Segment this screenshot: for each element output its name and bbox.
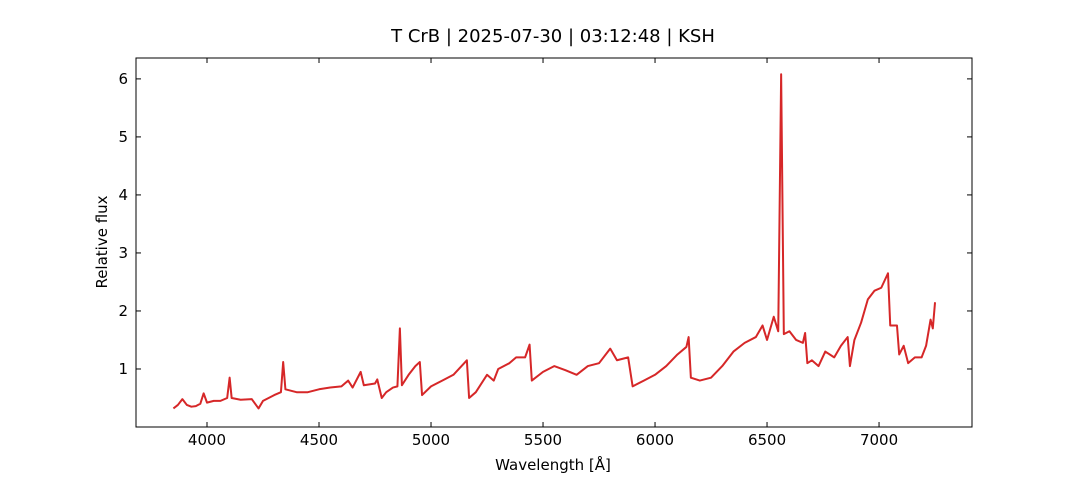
y-tick-label: 5 — [118, 128, 128, 146]
y-tick-label: 1 — [118, 360, 128, 378]
x-tick-label: 4500 — [300, 431, 338, 449]
y-tick-label: 3 — [118, 244, 128, 262]
x-tick-label: 5500 — [524, 431, 562, 449]
x-tick-label: 6000 — [636, 431, 674, 449]
x-tick-label: 5000 — [412, 431, 450, 449]
plot-frame — [135, 57, 973, 428]
y-axis-label: Relative flux — [93, 195, 111, 288]
y-tick-label: 2 — [118, 302, 128, 320]
y-tick-label: 4 — [118, 186, 128, 204]
spectrum-line — [172, 73, 937, 410]
chart-title: T CrB | 2025-07-30 | 03:12:48 | KSH — [390, 26, 715, 47]
x-tick-label: 4000 — [188, 431, 226, 449]
y-tick-label: 6 — [118, 70, 128, 88]
x-tick-label: 7000 — [860, 431, 898, 449]
x-tick-label: 6500 — [748, 431, 786, 449]
x-axis-label: Wavelength [Å] — [495, 455, 611, 474]
